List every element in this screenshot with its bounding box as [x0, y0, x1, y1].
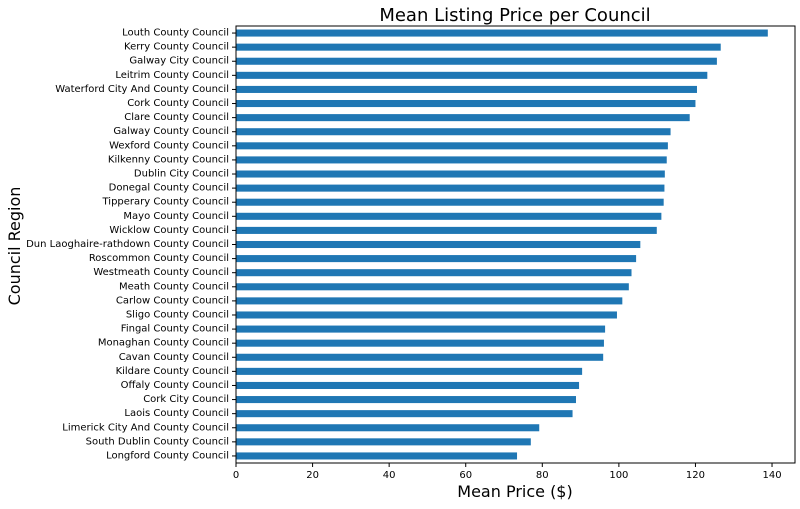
bar: [236, 156, 667, 164]
y-tick-label: Donegal County Council: [109, 183, 229, 194]
y-tick-label: Meath County Council: [119, 281, 229, 292]
bar: [236, 438, 531, 446]
y-tick-label: Leitrim County Council: [115, 70, 229, 81]
y-tick-label: Waterford City And County Council: [55, 84, 229, 95]
chart-title: Mean Listing Price per Council: [379, 5, 650, 26]
bar: [236, 339, 604, 347]
bar: [236, 114, 690, 122]
bar: [236, 353, 604, 361]
y-tick-label: Longford County Council: [106, 450, 229, 461]
y-tick-label: Tipperary County Council: [102, 197, 230, 208]
y-tick-label: Offaly County Council: [121, 380, 229, 391]
bar: [236, 85, 697, 93]
y-tick-label: Westmeath County Council: [93, 267, 229, 278]
bar: [236, 452, 518, 460]
y-tick-label: Wicklow County Council: [109, 225, 229, 236]
bar: [236, 325, 606, 333]
bar: [236, 184, 665, 192]
bar: [236, 29, 768, 37]
x-tick-label: 100: [609, 470, 628, 481]
x-axis: 0 20 40 60 80 100 120 140: [233, 463, 782, 481]
y-tick-label: Galway County Council: [113, 126, 229, 137]
bar: [236, 57, 717, 65]
y-axis-title: Council Region: [5, 187, 24, 306]
y-tick-label: Cavan County Council: [119, 352, 229, 363]
x-tick-label: 140: [762, 470, 781, 481]
bar: [236, 100, 696, 108]
y-tick-label: Kildare County Council: [116, 366, 229, 377]
y-tick-label: Dun Laoghaire-rathdown County Council: [26, 239, 229, 250]
bar: [236, 311, 617, 319]
y-tick-label: Monaghan County Council: [98, 338, 229, 349]
bar: [236, 255, 637, 263]
bar: [236, 424, 540, 432]
bar: [236, 381, 580, 389]
bar: [236, 396, 576, 404]
bar: [236, 283, 629, 291]
y-tick-label: Carlow County Council: [116, 295, 229, 306]
x-tick-label: 0: [233, 470, 239, 481]
x-tick-label: 20: [306, 470, 319, 481]
bar: [236, 128, 671, 136]
bar: [236, 142, 668, 150]
x-tick-label: 40: [383, 470, 396, 481]
y-tick-label: Limerick City And County Council: [62, 422, 229, 433]
y-tick-label: Louth County Council: [122, 28, 229, 39]
x-tick-label: 60: [459, 470, 472, 481]
bar: [236, 198, 664, 206]
x-tick-label: 80: [536, 470, 549, 481]
bar: [236, 240, 641, 249]
y-tick-label: Mayo County Council: [123, 211, 229, 222]
y-tick-label: South Dublin County Council: [86, 436, 229, 447]
y-tick-label: Cork City Council: [143, 394, 229, 405]
bar: [236, 212, 662, 220]
y-tick-label: Dublin City Council: [134, 169, 229, 180]
x-tick-label: 120: [686, 470, 705, 481]
bar: [236, 43, 721, 51]
y-tick-label: Laois County Council: [124, 408, 229, 419]
bar: [236, 269, 632, 277]
bar: [236, 297, 623, 305]
bar: [236, 226, 657, 234]
y-tick-label: Galway City Council: [129, 56, 229, 67]
y-tick-label: Roscommon County Council: [89, 253, 229, 264]
y-tick-label: Cork County Council: [127, 98, 229, 109]
bar: [236, 170, 665, 178]
bar: [236, 367, 583, 375]
y-axis: Louth County Council Kerry County Council…: [26, 28, 236, 461]
bar: [236, 71, 708, 79]
y-tick-label: Kerry County Council: [124, 42, 229, 53]
y-tick-label: Wexford County Council: [109, 140, 229, 151]
y-tick-label: Clare County Council: [124, 112, 229, 123]
x-axis-title: Mean Price ($): [457, 482, 572, 501]
y-tick-label: Kilkenny County Council: [108, 154, 229, 165]
y-tick-label: Fingal County Council: [121, 324, 229, 335]
bar: [236, 410, 573, 418]
y-tick-label: Sligo County Council: [126, 309, 229, 320]
bars-layer: [236, 29, 768, 460]
